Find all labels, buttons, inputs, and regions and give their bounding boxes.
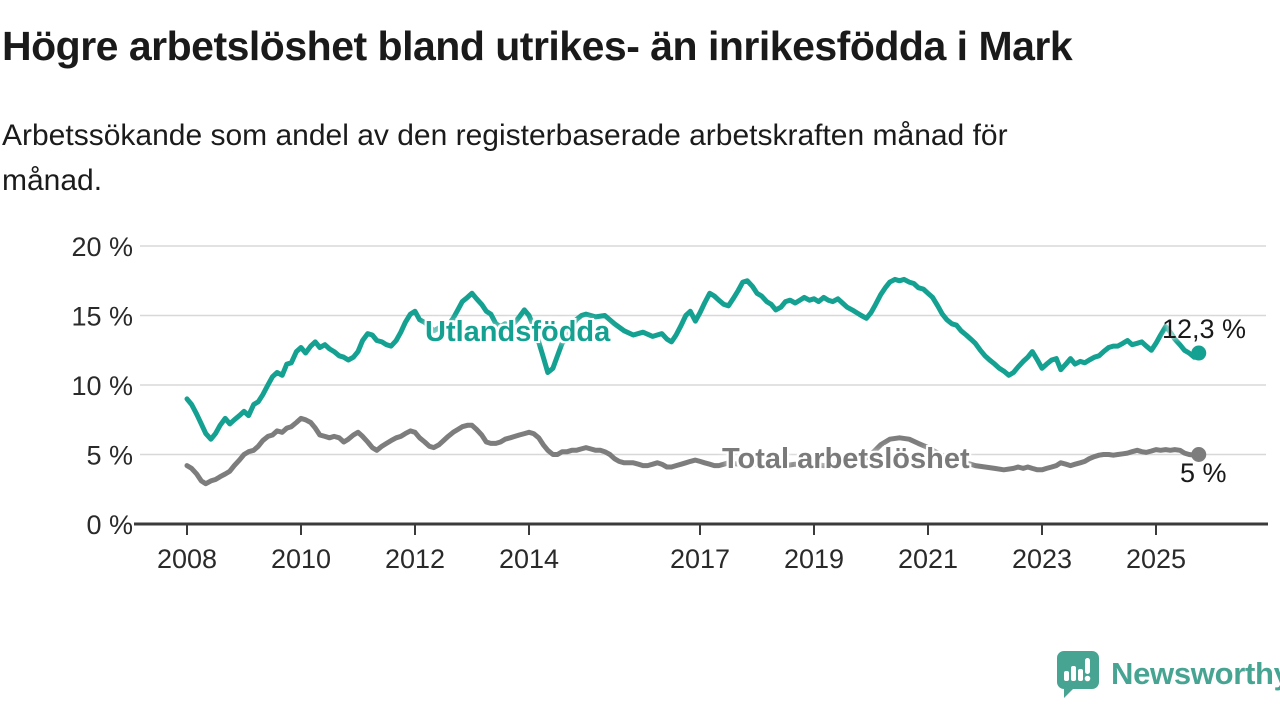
data-line-total [184, 415, 1202, 487]
y-tick-label: 15 % [71, 302, 133, 332]
end-value-label-utlandsfodda: 12,3 % [1162, 314, 1247, 344]
x-tick-label: 2014 [499, 544, 559, 574]
x-tick-label: 2021 [898, 544, 958, 574]
x-tick-label: 2008 [157, 544, 217, 574]
x-tick-label: 2017 [670, 544, 730, 574]
y-tick-label: 0 % [86, 510, 133, 540]
newsworthy-logo: Newsworthy [1056, 650, 1280, 698]
data-line-utlandsfodda [184, 276, 1202, 442]
x-tick-label: 2010 [271, 544, 331, 574]
chart-subtitle: Arbetssökande som andel av den registerb… [2, 119, 1008, 197]
bar-chart-speech-bubble-icon [1057, 651, 1099, 698]
end-value-label-total: 5 % [1180, 458, 1227, 488]
page-title: Högre arbetslöshet bland utrikes- än inr… [2, 23, 1073, 69]
y-tick-label: 10 % [71, 371, 133, 401]
x-tick-label: 2019 [784, 544, 844, 574]
x-tick-label: 2012 [385, 544, 445, 574]
y-tick-label: 20 % [71, 232, 133, 262]
x-tick-label: 2023 [1012, 544, 1072, 574]
end-dot-total [1191, 447, 1207, 462]
series-label-utlandsfodda: Utlandsfödda [425, 316, 611, 348]
x-tick-label: 2025 [1126, 544, 1186, 574]
y-tick-label: 5 % [86, 441, 133, 471]
end-dot-utlandsfodda [1191, 345, 1207, 361]
logo-text: Newsworthy [1111, 656, 1280, 691]
series-label-total-arbetsloshet: Total arbetslöshet [722, 443, 970, 475]
